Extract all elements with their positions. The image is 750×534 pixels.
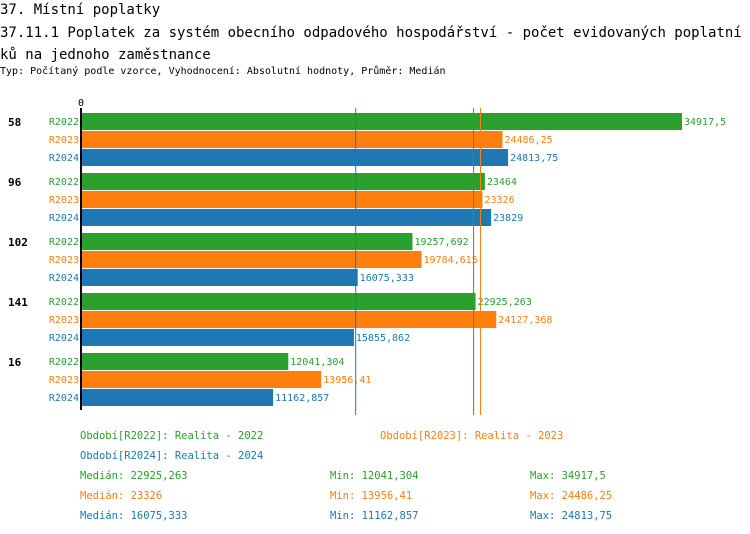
bar — [81, 251, 422, 268]
chart-subtitle: Typ: Počítaný podle vzorce, Vyhodnocení:… — [0, 66, 446, 77]
category-label: 141 — [8, 296, 28, 309]
bar-chart: 0 58 R2022 34917,5 R2023 24486,25 R2024 24813,7… — [8, 98, 726, 415]
legend-period-r2022: Období[R2022]: Realita - 2022 — [80, 430, 264, 442]
data-label: 23326 — [484, 195, 514, 206]
data-label: 23464 — [487, 177, 517, 188]
category-label: 16 — [8, 356, 22, 369]
bar — [81, 191, 483, 208]
data-label: 13956,41 — [323, 375, 371, 386]
stat-max-r2023: Max: 24486,25 — [530, 490, 613, 502]
stat-median-r2024: Medián: 16075,333 — [80, 510, 188, 522]
series-label: R2024 — [49, 153, 79, 164]
series-label: R2022 — [49, 177, 79, 188]
data-label: 11162,857 — [275, 393, 329, 404]
bar — [81, 311, 497, 328]
bar — [81, 371, 322, 388]
data-label: 24127,368 — [498, 315, 552, 326]
series-label: R2023 — [49, 315, 79, 326]
series-label: R2024 — [49, 273, 79, 284]
legend-period-r2024: Období[R2024]: Realita - 2024 — [80, 450, 264, 462]
category-label: 96 — [8, 176, 22, 189]
series-label: R2023 — [49, 195, 79, 206]
section-title: 37. Místní poplatky — [0, 2, 161, 18]
data-label: 24486,25 — [504, 135, 552, 146]
series-label: R2022 — [49, 357, 79, 368]
series-label: R2023 — [49, 375, 79, 386]
series-label: R2023 — [49, 135, 79, 146]
stat-median-r2022: Medián: 22925,263 — [80, 470, 188, 482]
data-label: 15855,862 — [356, 333, 410, 344]
legend-period-r2023: Období[R2023]: Realita - 2023 — [380, 430, 564, 442]
bar — [81, 233, 413, 250]
stat-min-r2024: Min: 11162,857 — [330, 510, 419, 522]
series-label: R2022 — [49, 237, 79, 248]
series-label: R2024 — [49, 393, 79, 404]
bar — [81, 209, 492, 226]
bar — [81, 113, 682, 130]
bar — [81, 173, 485, 190]
data-label: 16075,333 — [360, 273, 414, 284]
bar — [81, 389, 274, 406]
data-label: 34917,5 — [684, 117, 726, 128]
category-label: 58 — [8, 116, 21, 129]
data-label: 23829 — [493, 213, 523, 224]
bar — [81, 149, 509, 166]
data-label: 12041,304 — [290, 357, 344, 368]
data-label: 19257,692 — [414, 237, 468, 248]
bar — [81, 131, 503, 148]
stat-min-r2023: Min: 13956,41 — [330, 490, 413, 502]
category-label: 102 — [8, 236, 28, 249]
bar — [81, 353, 289, 370]
stat-max-r2024: Max: 24813,75 — [530, 510, 613, 522]
stat-median-r2023: Medián: 23326 — [80, 490, 163, 502]
series-label: R2024 — [49, 213, 79, 224]
data-label: 22925,263 — [478, 297, 532, 308]
data-label: 24813,75 — [510, 153, 558, 164]
chart-title: 37.11.1 Poplatek za systém obecního odpa… — [0, 25, 742, 63]
series-label: R2022 — [49, 117, 79, 128]
bar — [81, 329, 354, 346]
axis-zero-label: 0 — [78, 98, 84, 109]
series-label: R2024 — [49, 333, 79, 344]
data-label: 19784,615 — [424, 255, 478, 266]
stat-min-r2022: Min: 12041,304 — [330, 470, 419, 482]
bar — [81, 293, 476, 310]
series-label: R2023 — [49, 255, 79, 266]
stat-max-r2022: Max: 34917,5 — [530, 470, 606, 482]
bar — [81, 269, 358, 286]
series-label: R2022 — [49, 297, 79, 308]
